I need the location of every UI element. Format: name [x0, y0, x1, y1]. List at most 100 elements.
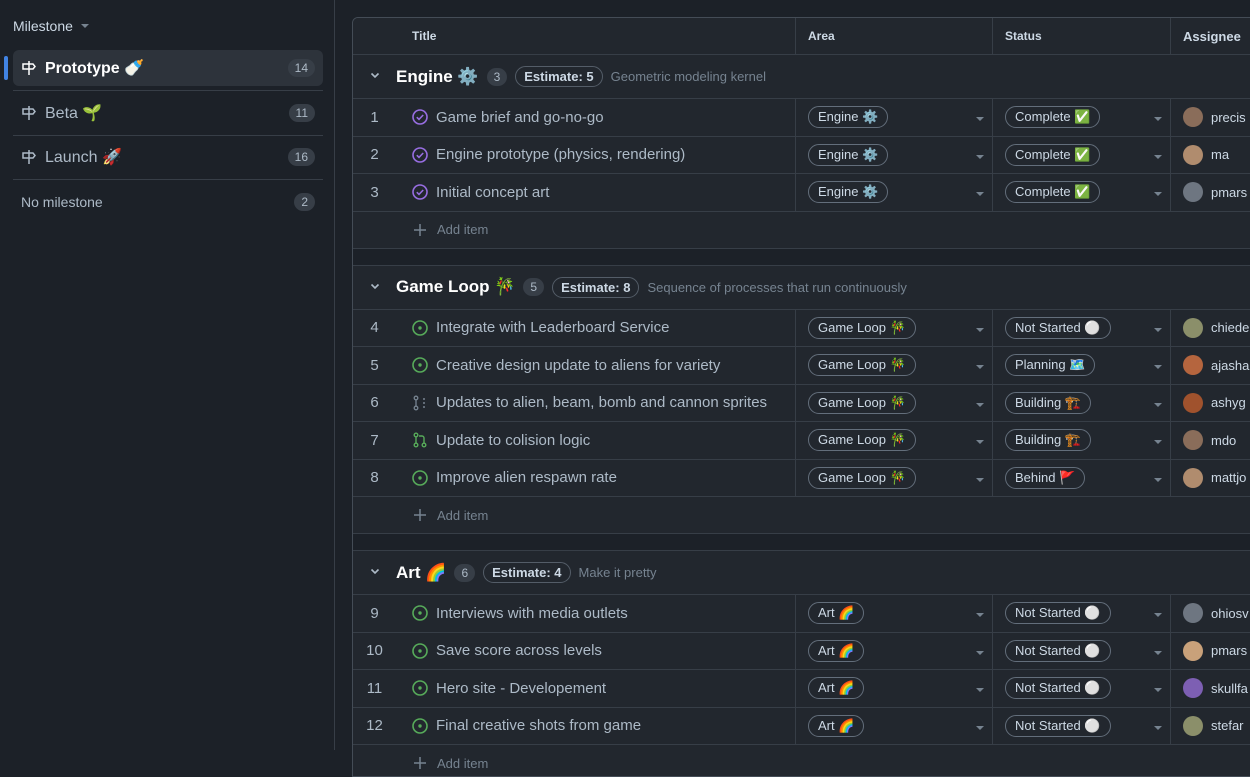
column-header[interactable]: Status: [993, 18, 1171, 54]
column-header[interactable]: Area: [796, 18, 993, 54]
item-row[interactable]: 12Final creative shots from gameArt 🌈Not…: [353, 708, 1250, 746]
assignee-name: skullfa: [1211, 681, 1248, 696]
status-cell[interactable]: Behind 🚩: [993, 460, 1171, 497]
milestone-item[interactable]: Beta 🌱11: [13, 95, 323, 131]
item-row[interactable]: 1 Game brief and go-no-go Engine ⚙️Complet…: [353, 99, 1250, 137]
item-title[interactable]: Improve alien respawn rate: [436, 469, 617, 486]
row-number: 5: [353, 357, 396, 374]
assignee-cell[interactable]: pmars: [1171, 633, 1250, 670]
state-icon: [412, 357, 428, 373]
status-cell[interactable]: Not Started ⚪: [993, 708, 1171, 745]
status-cell[interactable]: Complete ✅: [993, 174, 1171, 211]
assignee-cell[interactable]: pmars: [1171, 174, 1250, 211]
milestone-icon: [21, 149, 37, 165]
dropdown-caret: [976, 688, 984, 696]
item-title[interactable]: Initial concept art: [436, 184, 549, 201]
status-cell[interactable]: Building 🏗️: [993, 422, 1171, 459]
area-cell[interactable]: Game Loop 🎋: [796, 460, 993, 497]
item-row[interactable]: 2Engine prototype (physics, rendering)En…: [353, 137, 1250, 175]
row-number: 1: [353, 109, 396, 126]
add-item-label: Add item: [437, 222, 488, 237]
item-title[interactable]: Integrate with Leaderboard Service: [436, 319, 669, 336]
item-title[interactable]: Final creative shots from game: [436, 717, 641, 734]
group-count: 5: [523, 278, 544, 296]
item-row[interactable]: 7Update to colision logicGame Loop 🎋Buil…: [353, 422, 1250, 460]
milestone-item[interactable]: Launch 🚀16: [13, 139, 323, 175]
dropdown-caret: [976, 192, 984, 200]
item-title[interactable]: Hero site - Developement: [436, 680, 606, 697]
item-row[interactable]: 11Hero site - DevelopementArt 🌈Not Start…: [353, 670, 1250, 708]
assignee-name: stefar: [1211, 718, 1244, 733]
area-pill: Game Loop 🎋: [808, 467, 916, 489]
area-cell[interactable]: Art 🌈: [796, 595, 993, 632]
state-icon: [412, 680, 428, 696]
assignee-cell[interactable]: precis: [1171, 99, 1250, 136]
area-cell[interactable]: Game Loop 🎋: [796, 347, 993, 384]
group-description: Sequence of processes that run continuou…: [647, 280, 906, 295]
assignee-name: ohiosv: [1211, 606, 1249, 621]
status-cell[interactable]: Complete ✅: [993, 99, 1171, 136]
caret: [81, 24, 89, 32]
assignee-name: mdo: [1211, 433, 1236, 448]
sidebar-heading[interactable]: Milestone: [13, 18, 89, 34]
area-cell[interactable]: Game Loop 🎋: [796, 422, 993, 459]
item-row[interactable]: 4Integrate with Leaderboard ServiceGame …: [353, 310, 1250, 348]
item-title[interactable]: Engine prototype (physics, rendering): [436, 146, 685, 163]
assignee-cell[interactable]: skullfa: [1171, 670, 1250, 707]
milestone-name: Prototype 🍼: [45, 58, 144, 78]
item-row[interactable]: 8Improve alien respawn rateGame Loop 🎋Be…: [353, 460, 1250, 498]
assignee-cell[interactable]: chiede: [1171, 310, 1250, 347]
assignee-name: ashyg: [1211, 395, 1246, 410]
title-cell: Game brief and go-no-go: [396, 99, 796, 136]
status-cell[interactable]: Complete ✅: [993, 137, 1171, 174]
add-item-row[interactable]: Add item: [353, 212, 1250, 249]
collapse-toggle[interactable]: [353, 69, 396, 84]
milestone-item[interactable]: Prototype 🍼14: [13, 50, 323, 86]
item-title[interactable]: Game brief and go-no-go: [436, 109, 604, 126]
item-title[interactable]: Save score across levels: [436, 642, 602, 659]
status-pill: Behind 🚩: [1005, 467, 1085, 489]
assignee-cell[interactable]: mattjo: [1171, 460, 1250, 497]
status-cell[interactable]: Building 🏗️: [993, 385, 1171, 422]
area-cell[interactable]: Art 🌈: [796, 633, 993, 670]
collapse-toggle[interactable]: [353, 565, 396, 580]
avatar: [1183, 182, 1203, 202]
item-row[interactable]: 10Save score across levelsArt 🌈Not Start…: [353, 633, 1250, 671]
avatar: [1183, 318, 1203, 338]
assignee-cell[interactable]: ajasha: [1171, 347, 1250, 384]
area-cell[interactable]: Engine ⚙️: [796, 174, 993, 211]
area-cell[interactable]: Art 🌈: [796, 670, 993, 707]
no-milestone[interactable]: No milestone2: [13, 184, 323, 220]
dropdown-caret: [976, 155, 984, 163]
plus: [413, 756, 427, 770]
item-title[interactable]: Update to colision logic: [436, 432, 590, 449]
assignee-cell[interactable]: mdo: [1171, 422, 1250, 459]
assignee-cell[interactable]: ohiosv: [1171, 595, 1250, 632]
area-cell[interactable]: Game Loop 🎋: [796, 385, 993, 422]
area-cell[interactable]: Game Loop 🎋: [796, 310, 993, 347]
assignee-cell[interactable]: ashyg: [1171, 385, 1250, 422]
item-row[interactable]: 9Interviews with media outletsArt 🌈Not S…: [353, 595, 1250, 633]
item-title[interactable]: Updates to alien, beam, bomb and cannon …: [436, 394, 767, 411]
item-row[interactable]: 5 Creative design update to aliens for va…: [353, 347, 1250, 385]
column-header[interactable]: Assignee: [1171, 18, 1250, 54]
status-cell[interactable]: Not Started ⚪: [993, 595, 1171, 632]
item-row[interactable]: 6Updates to alien, beam, bomb and cannon…: [353, 385, 1250, 423]
item-row[interactable]: 3Initial concept artEngine ⚙️Complete ✅p…: [353, 174, 1250, 212]
item-title[interactable]: Interviews with media outlets: [436, 605, 628, 622]
column-header[interactable]: Title: [396, 18, 796, 54]
status-cell[interactable]: Not Started ⚪: [993, 670, 1171, 707]
avatar: [1183, 641, 1203, 661]
collapse-toggle[interactable]: [353, 280, 396, 295]
area-cell[interactable]: Engine ⚙️: [796, 137, 993, 174]
assignee-cell[interactable]: stefar: [1171, 708, 1250, 745]
plus-icon: [413, 223, 427, 237]
add-item-row[interactable]: Add item: [353, 497, 1250, 534]
area-cell[interactable]: Art 🌈: [796, 708, 993, 745]
assignee-cell[interactable]: ma: [1171, 137, 1250, 174]
status-cell[interactable]: Planning 🗺️: [993, 347, 1171, 384]
status-cell[interactable]: Not Started ⚪: [993, 310, 1171, 347]
area-cell[interactable]: Engine ⚙️: [796, 99, 993, 136]
status-cell[interactable]: Not Started ⚪: [993, 633, 1171, 670]
item-title[interactable]: Creative design update to aliens for var…: [436, 357, 720, 374]
